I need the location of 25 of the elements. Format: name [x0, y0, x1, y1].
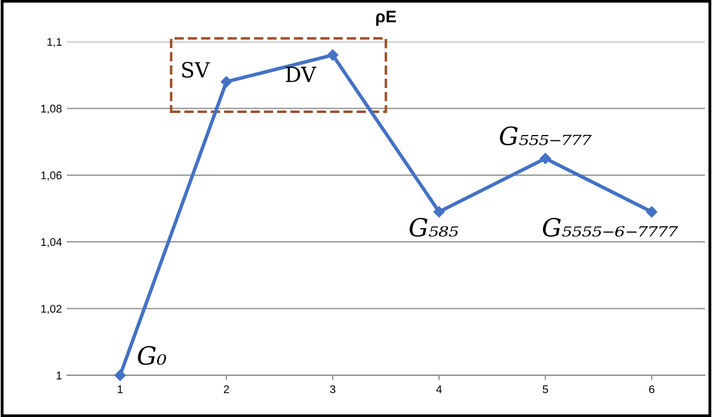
y-tick-label: 1,06 — [41, 171, 62, 181]
annotation: G₅₈₅ — [410, 218, 458, 237]
point — [540, 152, 551, 164]
chart-title: ρE — [376, 10, 396, 26]
y-tick-label: 1,02 — [41, 304, 62, 314]
x-tick-label: 3 — [330, 385, 336, 394]
annotation: DV — [286, 66, 316, 82]
y-tick-label: 1,08 — [41, 104, 62, 114]
y-tick-label: 1,04 — [41, 238, 62, 248]
point — [646, 206, 658, 218]
point — [114, 370, 126, 381]
x-tick-label: 1 — [118, 385, 123, 394]
y-tick-label: 1 — [56, 372, 62, 380]
x-tick-label: 2 — [224, 385, 229, 394]
x-tick-label: 5 — [542, 385, 548, 394]
annotation: SV — [182, 62, 210, 78]
point — [220, 76, 232, 88]
annotation: G₅₅₅₅₋₆₋₇₇₇₇ — [542, 218, 678, 237]
annotation: G₅₅₅₋₇₇₇ — [500, 126, 592, 146]
x-tick-label: 6 — [649, 385, 654, 394]
point — [327, 49, 338, 61]
x-tick-label: 4 — [436, 385, 442, 394]
annotation: G₀ — [138, 346, 166, 365]
point — [433, 206, 445, 218]
y-tick-label: 1,1 — [47, 38, 62, 48]
